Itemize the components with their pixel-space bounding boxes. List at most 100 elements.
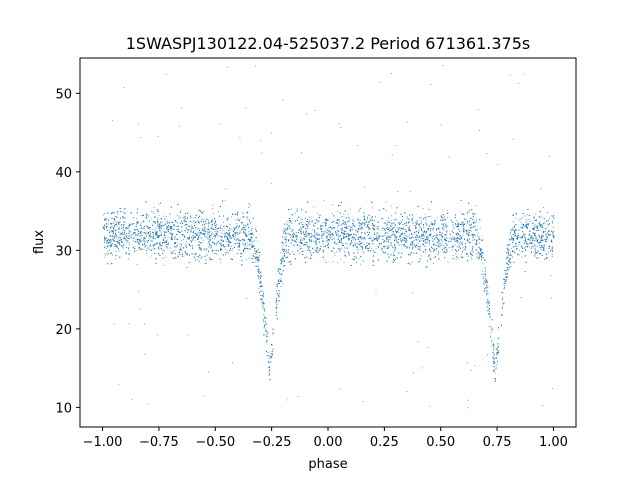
data-point: [471, 227, 473, 229]
data-point: [178, 215, 180, 217]
data-point: [199, 248, 200, 250]
data-point: [369, 246, 371, 248]
data-point: [376, 227, 378, 229]
data-point: [229, 236, 230, 238]
data-point: [506, 267, 508, 268]
data-point: [248, 218, 250, 220]
data-point: [489, 317, 491, 319]
data-point: [550, 233, 551, 235]
data-point: [373, 229, 375, 231]
data-point: [176, 226, 178, 227]
data-point: [202, 242, 204, 244]
data-point: [267, 360, 269, 362]
data-point: [529, 221, 531, 222]
data-point: [397, 236, 399, 238]
data-point: [509, 233, 511, 235]
data-point: [407, 245, 409, 247]
data-point: [195, 221, 197, 223]
data-point: [447, 210, 448, 211]
data-point: [127, 258, 129, 260]
data-point: [155, 217, 157, 219]
data-point: [551, 215, 553, 217]
data-point: [508, 253, 509, 255]
data-point: [368, 228, 369, 230]
data-point: [368, 243, 370, 245]
data-point: [391, 215, 393, 217]
data-point: [422, 232, 424, 234]
data-point: [235, 235, 237, 237]
data-point: [470, 242, 472, 243]
data-point: [312, 229, 314, 231]
data-point: [336, 226, 338, 228]
data-point: [414, 240, 415, 242]
data-point: [321, 232, 323, 234]
data-point: [115, 230, 117, 231]
data-point: [194, 236, 196, 238]
data-point: [166, 231, 168, 233]
data-point: [481, 270, 483, 272]
data-point: [446, 248, 448, 250]
data-point: [535, 213, 537, 215]
data-point: [367, 218, 368, 220]
data-point: [322, 222, 324, 224]
data-point: [184, 251, 186, 253]
data-point: [531, 236, 533, 238]
data-point: [256, 261, 258, 263]
data-point: [269, 366, 270, 367]
data-point: [275, 311, 277, 313]
data-point: [143, 228, 145, 229]
data-point: [338, 250, 340, 252]
data-point: [400, 223, 401, 225]
data-point: [438, 228, 440, 230]
data-point: [234, 237, 236, 239]
data-point: [315, 242, 317, 244]
data-point: [277, 295, 279, 297]
data-point: [122, 227, 124, 229]
data-point: [307, 228, 309, 230]
data-point: [243, 249, 245, 250]
data-point: [430, 221, 432, 223]
data-point: [421, 233, 423, 235]
data-point: [383, 222, 385, 224]
data-point: [511, 228, 513, 230]
data-point: [310, 258, 311, 260]
data-point: [118, 250, 120, 252]
data-point: [279, 292, 280, 294]
data-point: [256, 254, 258, 256]
data-point: [530, 246, 532, 248]
data-point: [470, 231, 472, 232]
data-point: [490, 336, 492, 338]
data-point: [535, 232, 537, 234]
data-point: [537, 238, 539, 240]
data-point: [482, 257, 484, 258]
data-point: [152, 232, 154, 234]
data-point: [518, 243, 520, 245]
data-point: [141, 237, 143, 239]
data-point: [132, 234, 134, 236]
data-point: [103, 226, 105, 228]
data-point: [167, 237, 169, 238]
data-point: [190, 217, 192, 219]
data-point: [299, 230, 301, 231]
data-point: [393, 223, 395, 225]
data-point: [352, 237, 354, 239]
data-point: [288, 226, 290, 228]
data-point: [263, 316, 265, 318]
data-point: [452, 246, 454, 248]
data-point: [190, 221, 192, 223]
data-point: [136, 264, 138, 265]
data-point: [163, 230, 165, 232]
data-point: [392, 246, 393, 248]
data-point: [418, 261, 420, 263]
data-point: [307, 226, 308, 227]
data-point: [107, 223, 109, 225]
data-point: [181, 252, 183, 254]
data-point: [461, 236, 463, 238]
data-point: [529, 218, 531, 220]
data-point: [382, 236, 383, 238]
data-point: [375, 248, 377, 249]
data-point: [431, 237, 433, 239]
data-point: [111, 252, 112, 253]
data-point: [541, 234, 543, 236]
data-point: [195, 254, 196, 256]
